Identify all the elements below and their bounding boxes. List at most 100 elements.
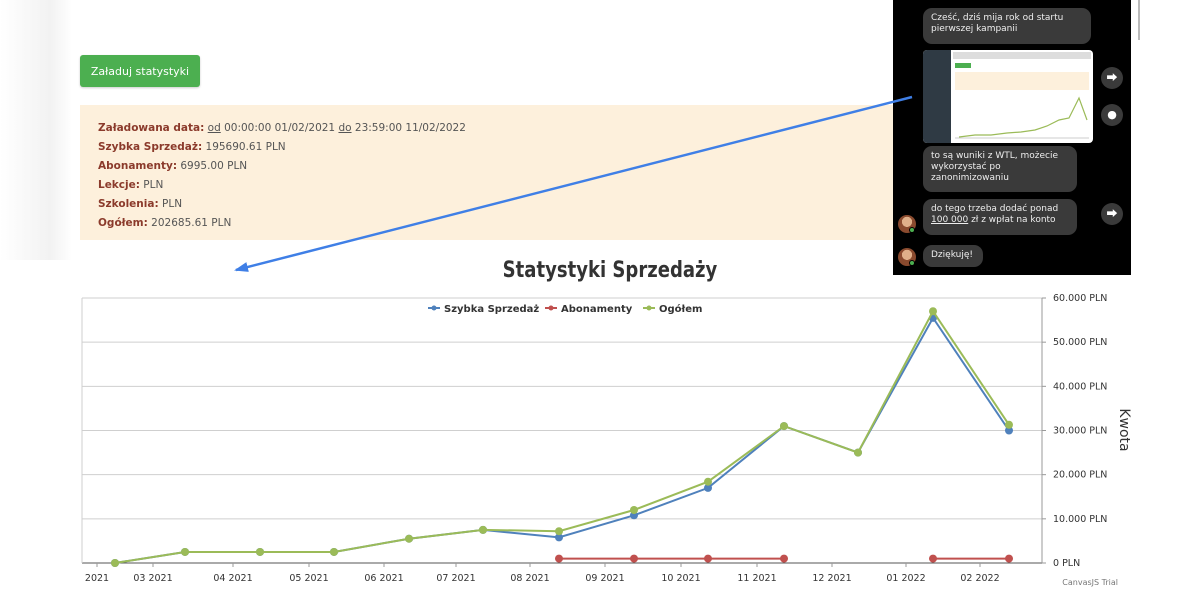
data-point-og-em[interactable] [256,547,264,556]
data-point-og-em[interactable] [704,477,712,486]
thumbnail-sidebar [923,50,951,143]
ogolem-row: Ogółem: 202685.61 PLN [98,214,1082,233]
legend-marker [646,305,652,311]
chat-message-3-text: do tego trzeba dodać ponad [931,204,1059,214]
lekcje-label: Lekcje: [98,179,140,191]
szybka-value: 195690.61 PLN [202,141,286,153]
x-tick-label: 2021 [85,573,109,584]
x-tick-label: 10 2021 [661,573,700,584]
load-stats-button[interactable]: Załaduj statystyki [80,55,200,87]
szkolenia-label: Szkolenia: [98,198,159,210]
data-point-og-em[interactable] [630,506,638,514]
data-point-og-em[interactable] [780,422,788,431]
start-date: 00:00:00 01/02/2021 [220,122,339,134]
data-point-og-em[interactable] [181,547,189,556]
data-point-abonamenty[interactable] [555,554,563,563]
share-icon[interactable]: ⮕ [1101,67,1123,89]
y-tick-label: 50.000 PLN [1053,337,1107,348]
loaded-date-label: Załadowana data: [98,122,205,134]
ogolem-value: 202685.61 PLN [147,217,232,229]
lekcje-value: PLN [139,179,164,191]
loaded-date-row: Załadowana data: od 00:00:00 01/02/2021 … [98,119,1082,138]
background-shade [0,0,72,260]
y-tick-label: 10.000 PLN [1053,514,1107,525]
szybka-label: Szybka Sprzedaż: [98,141,203,153]
data-point-abonamenty[interactable] [630,554,638,563]
x-tick-label: 04 2021 [213,573,252,584]
chat-message-3-text-end: zł z wpłat na konto [968,215,1056,225]
x-tick-label: 06 2021 [364,573,403,584]
x-tick-label: 05 2021 [289,573,328,584]
camera-icon[interactable]: ● [1101,104,1123,126]
data-point-og-em[interactable] [405,534,413,543]
y-tick-label: 20.000 PLN [1053,470,1107,481]
data-point-og-em[interactable] [479,525,487,534]
series-line-og-em [114,309,1010,564]
data-point-szybka-sprzeda-[interactable] [1005,426,1013,435]
abonamenty-value: 6995.00 PLN [177,160,248,172]
scrollbar[interactable] [1138,0,1140,40]
data-point-abonamenty[interactable] [929,554,937,563]
end-date: 23:59:00 11/02/2022 [351,122,466,134]
data-point-abonamenty[interactable] [704,554,712,563]
szkolenia-row: Szkolenia: PLN [98,195,1082,214]
data-point-og-em[interactable] [555,527,563,536]
x-tick-label: 12 2021 [812,573,851,584]
x-tick-label: 09 2021 [585,573,624,584]
legend-label[interactable]: Abonamenty [561,304,633,315]
chat-image-thumbnail[interactable] [923,50,1093,143]
chat-message-2-text: to są wuniki z WTL, możecie wykorzystać … [931,151,1059,183]
data-point-abonamenty[interactable] [1005,554,1013,563]
data-point-og-em[interactable] [111,559,119,567]
data-point-szybka-sprzeda-[interactable] [555,533,563,542]
thumbnail-topbar [953,52,1091,59]
x-tick-label: 11 2021 [737,573,776,584]
data-point-szybka-sprzeda-[interactable] [704,483,712,492]
chart-watermark: CanvasJS Trial [1062,578,1118,587]
annotation-arrow [234,95,913,272]
legend-label[interactable]: Ogółem [659,303,702,315]
chat-message-2: to są wuniki z WTL, możecie wykorzystać … [923,146,1077,192]
abonamenty-row: Abonamenty: 6995.00 PLN [98,157,1082,176]
szkolenia-value: PLN [158,198,183,210]
abonamenty-label: Abonamenty: [98,160,178,172]
x-tick-label: 08 2021 [510,573,549,584]
do-text: do [338,122,352,134]
chat-message-4: Dziękuję! [923,245,983,267]
data-point-og-em[interactable] [330,547,338,556]
data-point-og-em[interactable] [929,307,937,316]
online-status-dot [909,227,915,233]
x-tick-label: 02 2022 [960,573,999,584]
chart-title: Statystyki Sprzedaży [502,258,718,283]
x-tick-label: 07 2021 [436,573,475,584]
data-point-og-em[interactable] [1005,420,1013,429]
legend-marker [431,305,437,311]
data-point-og-em[interactable] [854,448,862,457]
y-axis-title: Kwota [1116,408,1132,451]
chat-message-3-link[interactable]: 100 000 [931,215,969,225]
thumbnail-chart [955,96,1089,139]
chat-message-1-text: Cześć, dziś mija rok od startu pierwszej… [931,13,1064,34]
szybka-row: Szybka Sprzedaż: 195690.61 PLN [98,138,1082,157]
chat-message-1: Cześć, dziś mija rok od startu pierwszej… [923,8,1091,44]
x-tick-label: 01 2022 [886,573,925,584]
y-tick-label: 30.000 PLN [1053,426,1107,437]
data-point-abonamenty[interactable] [780,554,788,563]
chat-message-4-text: Dziękuję! [931,250,973,260]
od-text: od [207,122,221,134]
y-tick-label: 40.000 PLN [1053,381,1107,392]
series-line-szybka-sprzeda- [114,315,1010,564]
thumbnail-panel [955,72,1089,90]
y-tick-label: 60.000 PLN [1053,293,1107,304]
lekcje-row: Lekcje: PLN [98,176,1082,195]
ogolem-label: Ogółem: [98,217,148,229]
legend-marker [548,305,554,311]
legend-label[interactable]: Szybka Sprzedaż [444,304,539,315]
chat-message-3: do tego trzeba dodać ponad 100 000 zł z … [923,199,1077,235]
thumbnail-button [955,63,971,68]
online-status-dot-2 [909,260,915,266]
y-tick-label: 0 PLN [1053,558,1080,569]
x-tick-label: 03 2021 [133,573,172,584]
share-icon-2[interactable]: ⮕ [1101,203,1123,225]
